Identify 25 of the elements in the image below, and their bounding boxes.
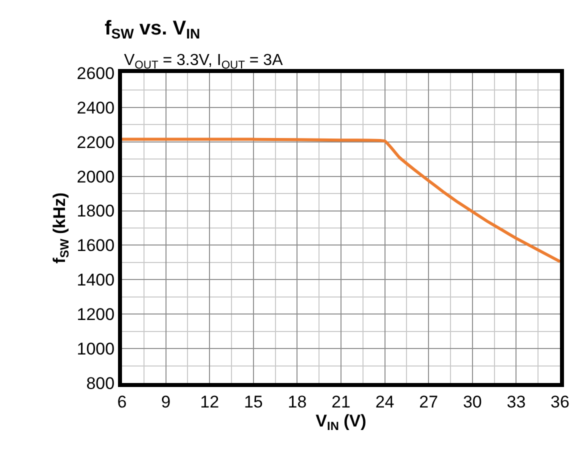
x-tick-label: 36 — [550, 392, 570, 412]
x-tick-label: 33 — [506, 392, 526, 412]
y-tick-label: 1800 — [76, 202, 115, 221]
x-tick-label: 9 — [161, 392, 171, 412]
x-tick-label: 12 — [200, 392, 220, 412]
y-tick-label: 1400 — [76, 270, 115, 290]
y-tick-label: 1000 — [76, 340, 115, 359]
x-tick-label: 21 — [332, 392, 350, 412]
y-tick-label: 800 — [86, 374, 115, 393]
y-tick-label: 2600 — [76, 64, 115, 83]
y-tick-label: 1600 — [76, 236, 115, 256]
chart-subtitle: V$_{OUT}$ = 3.3V, I$_{OUT}$ = 3A — [124, 52, 284, 72]
line-series — [122, 138, 560, 264]
chart-title: f$_{SW}$ vs. V$_{IN}$ — [104, 18, 200, 42]
x-tick-label: 24 — [375, 392, 394, 412]
y-tick-label: 2200 — [76, 132, 115, 152]
x-tick-label: 6 — [117, 392, 127, 412]
y-tick-label: 2000 — [76, 167, 115, 186]
y-tick-label: 2400 — [76, 98, 115, 118]
x-tick-label: 30 — [462, 392, 482, 412]
y-tick-label: 1200 — [76, 305, 115, 324]
x-tick-label: 27 — [419, 392, 438, 412]
x-tick-label: 15 — [244, 392, 263, 412]
x-tick-label: 18 — [288, 392, 307, 412]
x-axis-title: V$_{IN}$ (V) — [316, 411, 366, 433]
